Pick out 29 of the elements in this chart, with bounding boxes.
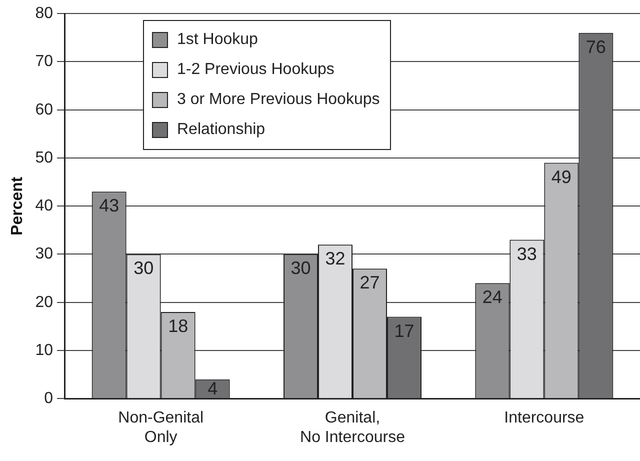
data-label: 27: [360, 272, 380, 293]
y-tick-label: 60: [35, 101, 54, 118]
data-label: 43: [99, 196, 120, 216]
data-label: 32: [325, 248, 346, 269]
data-label: 76: [586, 36, 606, 57]
data-label: 4: [208, 378, 218, 399]
y-tick-label: 50: [35, 149, 54, 166]
data-label: 17: [394, 320, 414, 341]
data-label: 33: [516, 244, 537, 264]
x-tick-label: Intercourse: [504, 410, 584, 427]
legend-label: Relationship: [176, 120, 266, 139]
legend-label: 1st Hookup: [176, 30, 258, 49]
x-tick-label: Non-Genital Only: [118, 410, 204, 446]
data-label: 30: [290, 258, 311, 278]
y-tick-label: 20: [35, 294, 54, 311]
y-axis-title: Percent: [9, 176, 26, 236]
legend-label: 3 or More Previous Hookups: [176, 90, 380, 109]
data-label: 49: [551, 166, 572, 187]
legend-label: 1-2 Previous Hookups: [176, 60, 334, 79]
y-tick-label: 40: [35, 198, 54, 215]
y-tick-label: 10: [35, 342, 54, 359]
data-label: 30: [134, 258, 154, 278]
y-tick-label: 0: [44, 390, 54, 408]
data-label: 24: [482, 287, 502, 308]
x-tick-label: Genital, No Intercourse: [300, 410, 406, 446]
y-tick-label: 80: [35, 5, 54, 22]
data-label: 18: [168, 316, 188, 336]
y-tick-label: 70: [35, 53, 54, 70]
y-tick-label: 30: [35, 246, 54, 263]
